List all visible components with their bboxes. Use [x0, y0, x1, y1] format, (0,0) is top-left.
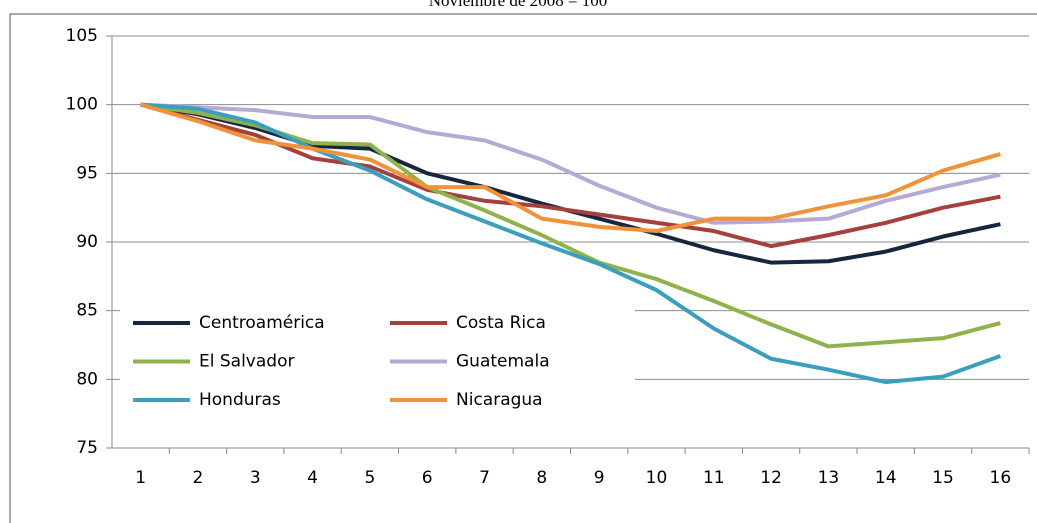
x-tick-label: 10: [646, 468, 668, 488]
chart-subtitle: Noviembre de 2008 = 100: [429, 0, 608, 10]
legend-label: Guatemala: [456, 352, 550, 372]
series-line: [140, 102, 1001, 234]
series-line: [140, 102, 1001, 225]
x-tick-label: 13: [818, 468, 840, 488]
legend-background: [120, 302, 635, 420]
x-tick-label: 9: [594, 468, 605, 488]
x-tick-label: 8: [536, 468, 547, 488]
lines: [140, 102, 1002, 385]
y-tick-label: 85: [76, 301, 98, 321]
x-tick-label: 3: [250, 468, 261, 488]
x-tick-label: 12: [760, 468, 782, 488]
x-tick-label: 11: [703, 468, 725, 488]
y-tick-label: 80: [76, 369, 98, 389]
legend-label: Centroamérica: [199, 313, 325, 333]
legend-label: Costa Rica: [456, 313, 546, 333]
x-tick-label: 6: [422, 468, 433, 488]
x-tick-label: 1: [135, 468, 146, 488]
x-tick-label: 16: [990, 468, 1012, 488]
x-tick-label: 14: [875, 468, 897, 488]
x-tick-label: 2: [193, 468, 204, 488]
legend-label: Nicaragua: [456, 390, 543, 410]
y-tick-label: 75: [76, 438, 98, 458]
y-tick-label: 90: [76, 232, 98, 252]
series-line: [140, 102, 1002, 385]
series-line: [140, 102, 1001, 249]
y-tick-label: 105: [66, 26, 98, 46]
legend-label: El Salvador: [199, 352, 294, 372]
x-tick-label: 5: [364, 468, 375, 488]
y-tick-label: 95: [76, 163, 98, 183]
y-tick-label: 100: [66, 95, 98, 115]
x-tick-label: 4: [307, 468, 318, 488]
legend-label: Honduras: [199, 390, 281, 410]
x-tick-label: 7: [479, 468, 490, 488]
legend: Centroamérica Costa Rica El Salvador Guatem…: [133, 313, 550, 410]
chart-frame: [9, 13, 1037, 523]
x-tick-label: 15: [932, 468, 954, 488]
